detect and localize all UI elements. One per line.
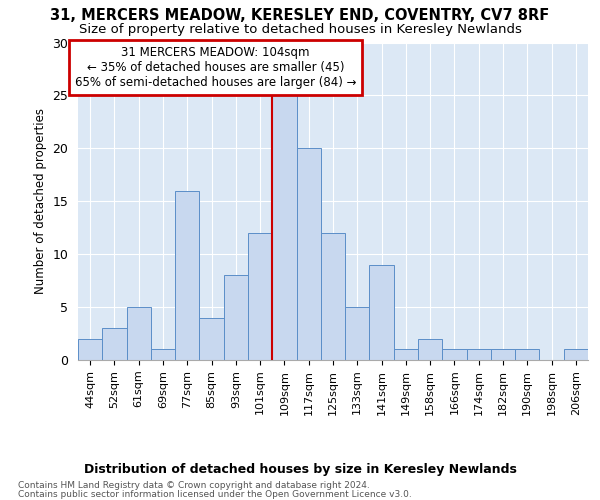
Text: Distribution of detached houses by size in Keresley Newlands: Distribution of detached houses by size … (83, 462, 517, 475)
Text: Contains public sector information licensed under the Open Government Licence v3: Contains public sector information licen… (18, 490, 412, 499)
Bar (564, 350, 588, 360)
Bar (515, 350, 539, 360)
Text: 31 MERCERS MEADOW: 104sqm
← 35% of detached houses are smaller (45)
65% of semi-: 31 MERCERS MEADOW: 104sqm ← 35% of detac… (75, 46, 356, 88)
Bar (394, 350, 418, 360)
Bar (345, 307, 370, 360)
Bar (272, 96, 296, 360)
Bar (418, 339, 442, 360)
Bar (224, 276, 248, 360)
Text: Size of property relative to detached houses in Keresley Newlands: Size of property relative to detached ho… (79, 22, 521, 36)
Bar (199, 318, 224, 360)
Bar (467, 350, 491, 360)
Bar (127, 307, 151, 360)
Text: Contains HM Land Registry data © Crown copyright and database right 2024.: Contains HM Land Registry data © Crown c… (18, 481, 370, 490)
Bar (248, 233, 272, 360)
Bar (102, 328, 127, 360)
Bar (296, 148, 321, 360)
Bar (151, 350, 175, 360)
Bar (370, 265, 394, 360)
Text: 31, MERCERS MEADOW, KERESLEY END, COVENTRY, CV7 8RF: 31, MERCERS MEADOW, KERESLEY END, COVENT… (50, 8, 550, 22)
Y-axis label: Number of detached properties: Number of detached properties (34, 108, 47, 294)
Bar (78, 339, 102, 360)
Bar (175, 190, 199, 360)
Bar (321, 233, 345, 360)
Bar (491, 350, 515, 360)
Bar (442, 350, 467, 360)
